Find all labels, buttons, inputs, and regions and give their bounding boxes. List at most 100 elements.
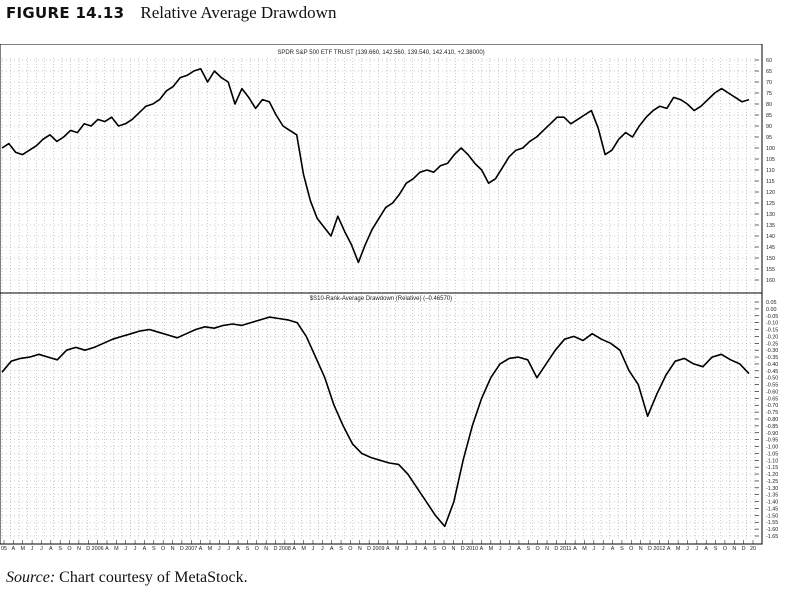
chart-frame xyxy=(0,44,763,545)
scale-label: 130 xyxy=(766,212,775,218)
x-axis-label: D xyxy=(180,546,184,552)
x-axis-label: J xyxy=(686,546,689,552)
scale-label: 65 xyxy=(766,69,772,75)
x-axis-label: S xyxy=(58,546,62,552)
scale-label: -0.55 xyxy=(766,383,778,389)
scale-label: 95 xyxy=(766,135,772,141)
scale-label: -0.65 xyxy=(766,396,778,402)
x-axis-label: 2012 xyxy=(653,546,665,552)
scale-label: 145 xyxy=(766,245,775,251)
x-axis-label: J xyxy=(321,546,324,552)
x-axis-label: J xyxy=(218,546,221,552)
scale-label: -1.35 xyxy=(766,493,778,499)
x-axis-label: 2009 xyxy=(373,546,385,552)
x-axis-label: J xyxy=(592,546,595,552)
x-axis-label: O xyxy=(442,546,446,552)
scale-label: -0.10 xyxy=(766,321,778,327)
scale-label: -1.00 xyxy=(766,445,778,451)
x-axis-label: S xyxy=(246,546,250,552)
x-axis-label: D xyxy=(461,546,465,552)
x-axis-label: N xyxy=(451,546,455,552)
scale-label: -0.75 xyxy=(766,410,778,416)
scale-label: -0.05 xyxy=(766,314,778,320)
x-axis-label: N xyxy=(358,546,362,552)
x-axis-label: O xyxy=(255,546,259,552)
x-axis-label: O xyxy=(723,546,727,552)
x-axis-label: N xyxy=(77,546,81,552)
x-axis-label: A xyxy=(424,546,428,552)
x-axis-label: A xyxy=(517,546,521,552)
x-axis-label: N xyxy=(639,546,643,552)
scale-label: -1.30 xyxy=(766,486,778,492)
x-axis-label: A xyxy=(573,546,577,552)
x-axis-label: N xyxy=(732,546,736,552)
x-axis-label: J xyxy=(405,546,408,552)
scale-label: 150 xyxy=(766,256,775,262)
x-axis-label: S xyxy=(433,546,437,552)
x-axis-label: 2007 xyxy=(185,546,197,552)
scale-label: 160 xyxy=(766,278,775,284)
x-axis-label: M xyxy=(208,546,213,552)
scale-label: -0.80 xyxy=(766,417,778,423)
scale-label: 90 xyxy=(766,124,772,130)
x-axis-label: D xyxy=(86,546,90,552)
x-axis-label: O xyxy=(629,546,633,552)
chart-grid xyxy=(1,58,756,540)
top-price-scale: 160 155 150 145 140 135 130 125 120 115 110 105 100 9… xyxy=(755,58,775,284)
x-axis-label: 2010 xyxy=(466,546,478,552)
scale-label: -1.40 xyxy=(766,500,778,506)
scale-label: -0.30 xyxy=(766,348,778,354)
scale-label: 110 xyxy=(766,168,775,174)
price-series xyxy=(1,68,750,264)
figure-caption: Source: Chart courtesy of MetaStock. xyxy=(6,569,248,587)
scale-label: 105 xyxy=(766,157,775,163)
x-axis-label: J xyxy=(695,546,698,552)
x-axis-label: M xyxy=(20,546,25,552)
x-axis-label: O xyxy=(536,546,540,552)
scale-label: 125 xyxy=(766,201,775,207)
x-axis-label: J xyxy=(415,546,418,552)
x-axis-label: N xyxy=(171,546,175,552)
scale-label: 0.00 xyxy=(766,307,777,313)
scale-label: 115 xyxy=(766,179,775,185)
scale-label: -0.50 xyxy=(766,376,778,382)
x-axis-label: A xyxy=(12,546,16,552)
x-axis-label: S xyxy=(714,546,718,552)
scale-label: 155 xyxy=(766,267,775,273)
x-axis-label: O xyxy=(161,546,165,552)
scale-label: -0.70 xyxy=(766,403,778,409)
x-axis-label: D xyxy=(648,546,652,552)
x-axis-label: A xyxy=(704,546,708,552)
scale-label: -0.85 xyxy=(766,424,778,430)
scale-label: 80 xyxy=(766,102,772,108)
x-axis-label: J xyxy=(40,546,43,552)
x-axis-label: S xyxy=(620,546,624,552)
x-axis-label: J xyxy=(312,546,315,552)
scale-label: 0.05 xyxy=(766,300,777,306)
scale-label: -1.25 xyxy=(766,479,778,485)
x-axis-label: 05 xyxy=(1,546,7,552)
x-axis-label: D xyxy=(274,546,278,552)
x-axis-label: J xyxy=(602,546,605,552)
scale-label: -1.10 xyxy=(766,458,778,464)
scale-label: -1.20 xyxy=(766,472,778,478)
x-axis-label: A xyxy=(105,546,109,552)
x-axis-label: M xyxy=(395,546,400,552)
x-axis-label: M xyxy=(114,546,119,552)
x-axis-label: A xyxy=(236,546,240,552)
x-axis-label: A xyxy=(199,546,203,552)
scale-label: -0.25 xyxy=(766,341,778,347)
figure-header: FIGURE 14.13 Relative Average Drawdown xyxy=(6,3,336,31)
x-axis-label: D xyxy=(742,546,746,552)
x-axis-label: D xyxy=(554,546,558,552)
x-axis-label: J xyxy=(134,546,137,552)
chart-figure: SPDR S&P 500 ETF TRUST (139.660, 142.560… xyxy=(0,44,778,552)
x-axis-label: A xyxy=(386,546,390,552)
x-axis-label: 2006 xyxy=(92,546,104,552)
x-axis-label: M xyxy=(676,546,681,552)
scale-label: 140 xyxy=(766,234,775,240)
x-axis-label: M xyxy=(582,546,587,552)
bottom-drawdown-scale: 0.050.00-0.05-0.10-0.15-0.20-0.25-0.30-0… xyxy=(755,300,778,540)
scale-label: -1.50 xyxy=(766,513,778,519)
scale-label: 75 xyxy=(766,91,772,97)
